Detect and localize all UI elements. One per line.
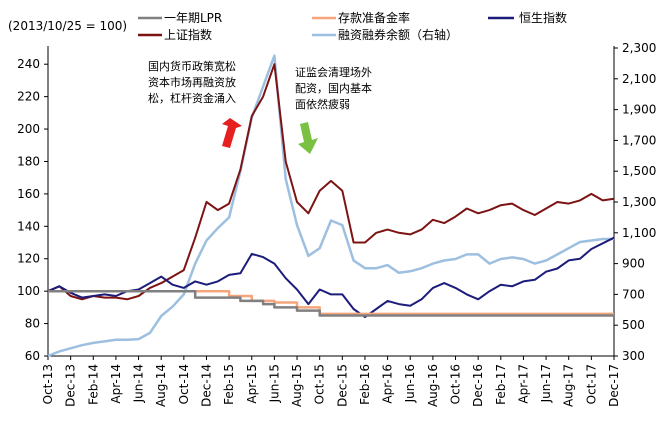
x-tick-label: Dec-16 (471, 364, 485, 407)
x-tick-label: Jun-14 (132, 364, 146, 403)
legend-label-shci: 上证指数 (164, 27, 212, 42)
left-tick-label: 60 (25, 349, 40, 363)
series-line (47, 63, 615, 301)
left-tick-label: 80 (25, 317, 40, 331)
index-base-note: (2013/10/25 = 100) (8, 19, 127, 33)
x-tick-label: Oct-13 (41, 364, 55, 404)
left-tick-label: 220 (17, 90, 40, 104)
x-tick-label: Dec-14 (199, 364, 213, 407)
legend-item-lpr: 一年期LPR (138, 11, 222, 25)
left-tick-label: 160 (17, 187, 40, 201)
x-tick-label: Feb-14 (86, 364, 100, 405)
annotation-2-line-1: 证监会清理场外 (295, 65, 372, 79)
x-tick-label: Feb-17 (494, 364, 508, 405)
legend: 一年期LPR 存款准备金率 恒生指数 上证指数 融资融券余额（右轴） (138, 10, 567, 42)
series-layer (47, 54, 615, 358)
annotation-1-line-3: 松，杠杆资金涌入 (148, 91, 236, 105)
x-tick-label: Apr-17 (516, 364, 530, 404)
annotation-2-arrow-icon (298, 122, 318, 154)
annotation-2-line-3: 面依然疲弱 (295, 97, 350, 111)
right-tick-label: 1,500 (622, 164, 656, 178)
right-tick-label: 700 (622, 287, 645, 301)
series-line (48, 289, 614, 316)
legend-label-hsi: 恒生指数 (519, 10, 567, 25)
x-tick-label: Oct-16 (449, 364, 463, 404)
left-tick-label: 120 (17, 252, 40, 266)
right-tick-label: 1,300 (622, 195, 656, 209)
x-tick-label: Jun-16 (403, 364, 417, 403)
annotation-1-line-2: 资本市场再融资放 (148, 75, 236, 89)
series-line (48, 289, 614, 317)
x-tick-label: Feb-16 (358, 364, 372, 405)
legend-label-lpr: 一年期LPR (164, 11, 222, 25)
x-tick-label: Feb-15 (222, 364, 236, 405)
right-tick-label: 2,100 (622, 72, 656, 86)
legend-item-hsi: 恒生指数 (488, 10, 567, 25)
x-tick-label: Aug-16 (426, 364, 440, 407)
left-tick-label: 200 (17, 122, 40, 136)
left-tick-label: 100 (17, 284, 40, 298)
annotation-2-line-2: 配资，国内基本 (295, 81, 372, 95)
x-tick-label: Jun-17 (539, 364, 553, 403)
right-tick-label: 1,100 (622, 226, 656, 240)
left-tick-label: 180 (17, 154, 40, 168)
legend-label-margin: 融资融券余额（右轴） (338, 27, 458, 42)
legend-item-shci: 上证指数 (138, 27, 212, 42)
x-tick-label: Jun-15 (267, 364, 281, 403)
left-tick-label: 140 (17, 219, 40, 233)
right-tick-label: 2,300 (622, 41, 656, 55)
legend-item-margin: 融资融券余额（右轴） (312, 27, 458, 42)
annotation-1-line-1: 国内货币政策宽松 (148, 59, 236, 73)
axes: 60 80 100 120 140 160 180 200 220 240 300 500 700 900… (17, 41, 656, 407)
x-tick-label: Oct-17 (584, 364, 598, 404)
x-tick-label: Aug-14 (154, 364, 168, 407)
legend-item-rrr: 存款准备金率 (312, 10, 410, 25)
right-tick-label: 1,900 (622, 103, 656, 117)
x-tick-label: Oct-14 (177, 364, 191, 404)
x-tick-label: Apr-15 (245, 364, 259, 404)
legend-label-rrr: 存款准备金率 (338, 10, 410, 25)
right-tick-label: 900 (622, 257, 645, 271)
x-tick-label: Aug-17 (562, 364, 576, 407)
series-line (47, 54, 614, 358)
right-tick-label: 1,700 (622, 133, 656, 147)
x-tick-label: Dec-17 (607, 364, 621, 407)
right-tick-label: 500 (622, 318, 645, 332)
series-line (47, 236, 615, 319)
annotation-1: 国内货币政策宽松 资本市场再融资放 松，杠杆资金涌入 (148, 59, 242, 148)
right-tick-label: 300 (622, 349, 645, 363)
x-tick-label: Aug-15 (290, 364, 304, 407)
x-tick-label: Oct-15 (313, 364, 327, 404)
x-tick-label: Apr-16 (381, 364, 395, 404)
x-tick-label: Apr-14 (109, 364, 123, 404)
x-tick-label: Dec-13 (64, 364, 78, 407)
left-tick-label: 240 (17, 57, 40, 71)
annotation-2: 证监会清理场外 配资，国内基本 面依然疲弱 (295, 65, 372, 154)
x-tick-label: Dec-15 (335, 364, 349, 407)
annotation-1-arrow-icon (222, 118, 242, 148)
